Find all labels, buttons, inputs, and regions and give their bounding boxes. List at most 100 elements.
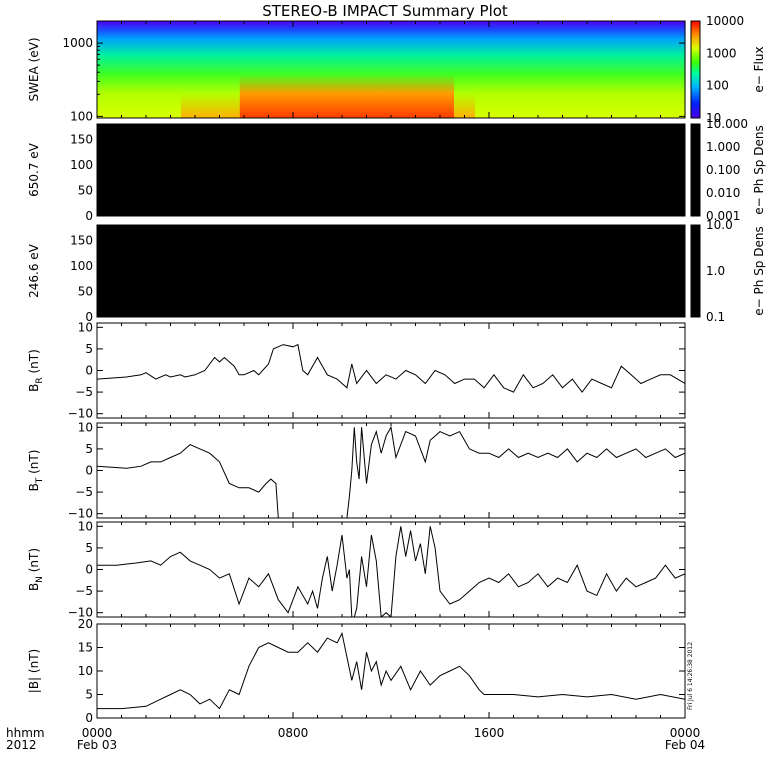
swea-spectrogram-strip — [353, 21, 358, 118]
swea-spectrogram-strip — [458, 21, 463, 118]
swea-spectrogram-strip — [630, 21, 636, 118]
swea-spectrogram-strip — [512, 21, 518, 118]
swea-ytick-label: 100 — [70, 109, 93, 123]
pad650-ytick-label: 150 — [70, 132, 93, 146]
swea-spectrogram-strip — [664, 21, 669, 118]
swea-spectrogram-strip — [302, 21, 308, 118]
pad650-colorbar-tick-label: 10.000 — [706, 117, 748, 131]
br-ylabel: BR (nT) — [27, 349, 45, 392]
swea-spectrogram-strip — [101, 21, 106, 118]
swea-spectrogram-strip — [659, 21, 665, 118]
bt-ytick-label: 10 — [78, 420, 93, 434]
bmag-frame — [96, 623, 686, 719]
br-ytick-label: 10 — [78, 320, 93, 334]
swea-spectrogram-strip — [655, 21, 661, 118]
swea-spectrogram-strip — [567, 21, 573, 118]
swea-spectrogram-strip — [504, 21, 510, 118]
pad650-ytick-label: 100 — [70, 158, 93, 172]
swea-spectrogram-strip — [508, 21, 514, 118]
swea-spectrogram-strip — [668, 21, 673, 118]
pad246-colorbar-tick-label: 0.1 — [706, 310, 725, 324]
panel-pad246: 0 50 100 150 246.6 eV 10.0 1.0 0.1 e− Ph Sp Dens — [27, 218, 766, 324]
time-axis-year-label: 2012 — [6, 738, 37, 752]
bmag-ytick-label: 0 — [85, 711, 93, 725]
time-tick-label: 0800 — [278, 726, 309, 740]
swea-spectrogram-strip — [290, 21, 295, 118]
swea-spectrogram-strip — [580, 21, 585, 118]
bt-ytick-label: −5 — [75, 485, 93, 499]
swea-spectrogram-strip — [533, 21, 539, 118]
swea-spectrogram-strip — [563, 21, 568, 118]
swea-spectrogram-strip — [214, 21, 220, 118]
swea-spectrogram-strip — [256, 21, 262, 118]
pad246-ytick-label: 150 — [70, 233, 93, 247]
swea-spectrogram-strip — [130, 21, 136, 118]
swea-spectrogram-strip — [248, 21, 253, 118]
swea-spectrogram-strip — [357, 21, 363, 118]
swea-spectrogram-strip — [365, 21, 371, 118]
swea-spectrogram-strip — [231, 21, 237, 118]
swea-spectrogram-strip — [97, 21, 102, 118]
bt-ytick-label: 5 — [85, 442, 93, 456]
swea-spectrogram-strip — [210, 21, 216, 118]
swea-spectrogram-strip — [332, 21, 337, 118]
swea-spectrogram-strip — [395, 21, 400, 118]
swea-spectrogram-strip — [269, 21, 274, 118]
swea-spectrogram-strip — [160, 21, 165, 118]
swea-spectrogram-strip — [273, 21, 279, 118]
br-ytick-label: −5 — [75, 385, 93, 399]
swea-spectrogram-strip — [416, 21, 421, 118]
swea-spectrogram-strip — [500, 21, 505, 118]
pad246-colorbar — [690, 224, 701, 318]
bn-ytick-label: 0 — [85, 563, 93, 577]
swea-spectrogram-strip — [601, 21, 606, 118]
swea-spectrogram-strip — [462, 21, 468, 118]
swea-spectrogram-strip — [151, 21, 157, 118]
swea-spectrogram-strip — [223, 21, 228, 118]
swea-spectrogram-strip — [475, 21, 480, 118]
plot-timestamp: Fri Jul 6 14:26:38 2012 — [687, 642, 694, 710]
swea-spectrogram-strip — [617, 21, 623, 118]
swea-spectrogram-strip — [181, 21, 186, 118]
pad650-ytick-label: 50 — [78, 183, 93, 197]
swea-spectrogram-strip — [139, 21, 144, 118]
swea-spectrogram-strip — [479, 21, 484, 118]
swea-spectrogram-strip — [487, 21, 493, 118]
swea-spectrogram-strip — [424, 21, 430, 118]
swea-spectrogram-strip — [122, 21, 127, 118]
swea-spectrogram-strip — [311, 21, 316, 118]
swea-spectrogram-strip — [323, 21, 329, 118]
bn-ytick-label: 5 — [85, 541, 93, 555]
bn-ytick-label: −5 — [75, 584, 93, 598]
swea-spectrogram-strip — [680, 21, 686, 118]
swea-spectrogram-strip — [470, 21, 476, 118]
swea-spectrogram-strip — [454, 21, 459, 118]
time-tick-label: 1600 — [474, 726, 505, 740]
swea-spectrogram-strip — [155, 21, 161, 118]
swea-spectrogram-strip — [118, 21, 123, 118]
br-ytick-label: 5 — [85, 342, 93, 356]
swea-spectrogram-strip — [147, 21, 153, 118]
swea-spectrogram-strip — [420, 21, 426, 118]
date-tick-label: Feb 03 — [77, 738, 117, 752]
bn-ytick-label: −10 — [68, 606, 93, 620]
swea-spectrogram-strip — [265, 21, 270, 118]
swea-spectrogram-strip — [571, 21, 577, 118]
swea-spectrogram-strip — [605, 21, 610, 118]
panel-bn: 10 5 0 −5 −10 BN (nT) — [27, 519, 686, 620]
swea-spectrogram-strip — [441, 21, 447, 118]
swea-spectrogram-strip — [315, 21, 321, 118]
swea-spectrogram-strip — [105, 21, 111, 118]
swea-spectrogram-strip — [529, 21, 535, 118]
swea-spectrogram-strip — [328, 21, 333, 118]
swea-spectrogram-strip — [281, 21, 287, 118]
swea-spectrogram-strip — [399, 21, 405, 118]
swea-spectrogram-strip — [588, 21, 594, 118]
swea-spectrogram-strip — [378, 21, 384, 118]
swea-spectrogram-strip — [176, 21, 182, 118]
swea-spectrogram-strip — [634, 21, 640, 118]
swea-spectrogram-strip — [218, 21, 224, 118]
bmag-ytick-label: 10 — [78, 664, 93, 678]
br-ytick-label: −10 — [68, 407, 93, 421]
panel-bmag: 20 15 10 5 0 |B| (nT) — [27, 617, 686, 725]
